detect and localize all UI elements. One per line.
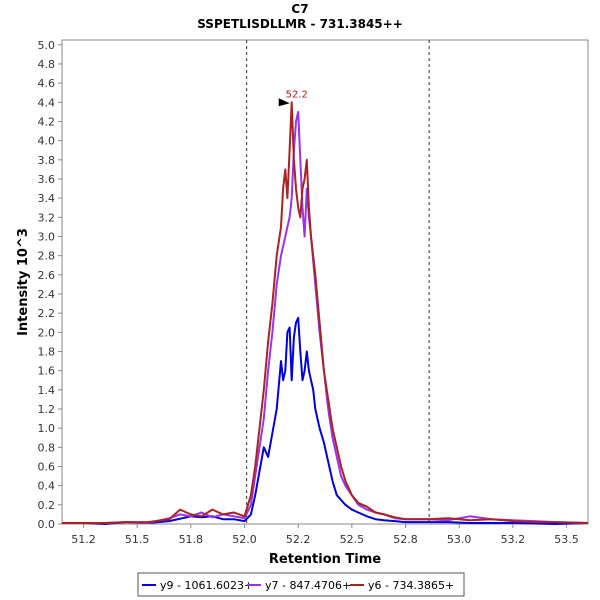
y-tick-label: 3.2: [38, 211, 56, 224]
x-tick-label: 52.0: [232, 533, 257, 546]
x-axis: 51.2 51.5 51.8 52.0 52.2 52.5 52.8 53.0 53.2 53.5: [71, 524, 579, 546]
y-tick-label: 1.2: [38, 403, 56, 416]
y-tick-label: 4.8: [38, 58, 56, 71]
y-tick-label: 0.4: [38, 480, 56, 493]
y-tick-label: 3.6: [38, 173, 56, 186]
y-tick-label: 0.6: [38, 460, 56, 473]
legend: y9 - 1061.6023+ y7 - 847.4706+ y6 - 734.38…: [137, 572, 465, 597]
x-tick-label: 51.2: [71, 533, 96, 546]
y-tick-label: 3.4: [38, 192, 56, 205]
y-tick-label: 2.6: [38, 269, 56, 282]
legend-frame: [137, 572, 465, 597]
y-tick-label: 4.0: [38, 135, 56, 148]
series-line: [62, 101, 589, 524]
legend-label: y6 - 734.3865+: [368, 579, 454, 592]
y-tick-label: 2.2: [38, 307, 56, 320]
y-tick-label: 0.2: [38, 499, 56, 512]
y-tick-label: 2.4: [38, 288, 56, 301]
x-axis-label: Retention Time: [269, 552, 381, 567]
y-tick-label: 4.6: [38, 77, 56, 90]
y-tick-label: 2.8: [38, 250, 56, 263]
x-tick-label: 53.2: [501, 533, 526, 546]
x-tick-label: 53.0: [447, 533, 472, 546]
y-tick-label: 5.0: [38, 39, 56, 52]
chart-subtitle: SSPETLISDLLMR - 731.3845++: [197, 17, 403, 31]
y-tick-label: 4.4: [38, 96, 56, 109]
y-tick-label: 1.6: [38, 365, 56, 378]
series-line: [62, 316, 589, 525]
legend-label: y9 - 1061.6023+: [160, 579, 253, 592]
chart-title: C7: [291, 2, 308, 16]
y-tick-label: 4.2: [38, 115, 56, 128]
y-tick-label: 1.0: [38, 422, 56, 435]
y-tick-label: 0.0: [38, 518, 56, 531]
x-tick-label: 52.2: [286, 533, 311, 546]
y-axis-label: Intensity 10^3: [16, 228, 31, 336]
peak-marker-arrow: [278, 98, 290, 107]
x-tick-label: 52.8: [393, 533, 418, 546]
y-tick-label: 1.4: [38, 384, 56, 397]
y-tick-label: 0.8: [38, 441, 56, 454]
integration-bounds: [246, 40, 430, 524]
y-tick-label: 2.0: [38, 326, 56, 339]
peak-annotation: 52.2: [278, 89, 308, 107]
legend-label: y7 - 847.4706+: [265, 579, 351, 592]
x-tick-label: 53.5: [554, 533, 579, 546]
peak-retention-label: 52.2: [286, 89, 308, 100]
y-tick-label: 3.0: [38, 230, 56, 243]
x-tick-label: 52.5: [340, 533, 365, 546]
y-tick-label: 1.8: [38, 345, 56, 358]
y-axis: 0.0 0.2 0.4 0.6 0.8 1.0 1.2 1.4 1.6 1.8 2.0 2.2 2.4 2…: [38, 39, 62, 531]
y-tick-label: 3.8: [38, 154, 56, 167]
x-tick-label: 51.5: [125, 533, 150, 546]
x-tick-label: 51.8: [179, 533, 204, 546]
series-layer: [62, 101, 589, 525]
